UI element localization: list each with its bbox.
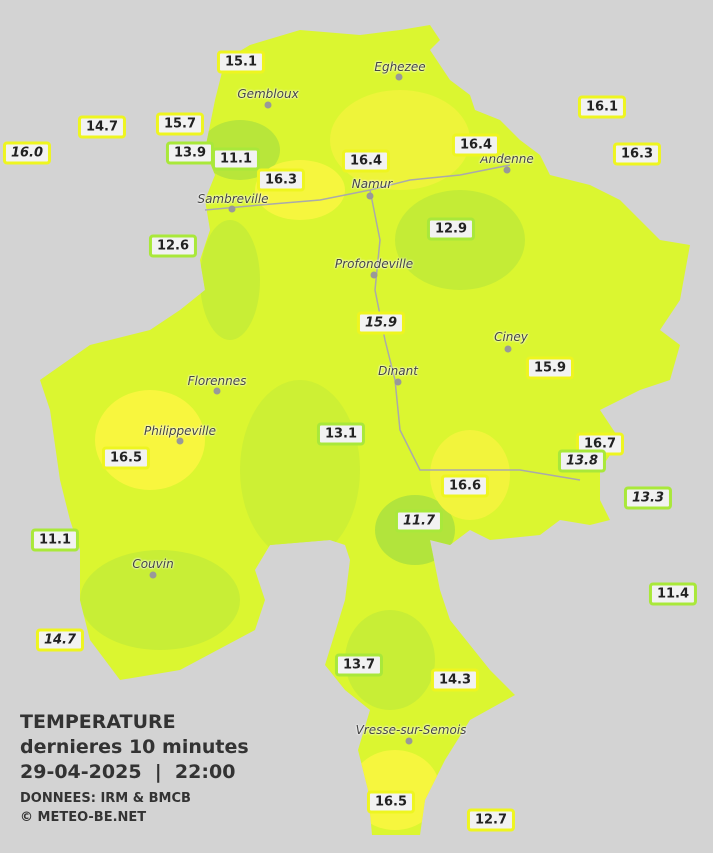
town-dot (264, 101, 272, 109)
town: Namur (351, 177, 393, 191)
station-reading: 13.3 (623, 486, 673, 510)
legend-title: TEMPERATURE (20, 711, 176, 733)
town-dot (504, 345, 512, 353)
station-reading: 16.0 (2, 141, 52, 165)
town: Dinant (378, 364, 418, 378)
station-reading: 11.4 (648, 582, 698, 606)
station-reading: 16.1 (577, 95, 627, 119)
station-reading: 15.9 (525, 356, 575, 380)
town: Philippeville (144, 424, 216, 438)
town-dot (228, 205, 236, 213)
town: Sambreville (197, 192, 269, 206)
station-reading: 16.6 (440, 474, 490, 498)
legend-datetime: 29-04-2025 | 22:00 (20, 761, 236, 783)
station-reading: 13.1 (316, 422, 366, 446)
town-dot (503, 166, 511, 174)
station-reading: 16.4 (451, 133, 501, 157)
station-reading: 12.9 (426, 217, 476, 241)
station-reading: 14.3 (430, 668, 480, 692)
station-reading: 11.1 (30, 528, 80, 552)
town-dot (366, 192, 374, 200)
town: Profondeville (334, 257, 414, 271)
station-reading: 13.9 (165, 141, 215, 165)
town: Vresse-sur-Semois (355, 723, 467, 737)
town-dot (405, 737, 413, 745)
station-reading: 12.7 (466, 808, 516, 832)
station-reading: 14.7 (35, 628, 85, 652)
station-reading: 13.8 (557, 449, 607, 473)
town-dot (395, 73, 403, 81)
town: Gembloux (237, 87, 299, 101)
legend-subtitle: dernieres 10 minutes (20, 736, 249, 758)
station-reading: 15.7 (155, 112, 205, 136)
station-reading: 11.7 (394, 509, 444, 533)
station-reading: 14.7 (77, 115, 127, 139)
legend-copyright: © METEO-BE.NET (20, 810, 147, 825)
town: Couvin (132, 557, 174, 571)
town-dot (394, 378, 402, 386)
town-dot (149, 571, 157, 579)
station-reading: 13.7 (334, 653, 384, 677)
legend-source: DONNEES: IRM & BMCB (20, 791, 191, 806)
town-dot (176, 437, 184, 445)
station-reading: 15.1 (216, 50, 266, 74)
town-dot (370, 271, 378, 279)
station-reading: 16.4 (341, 149, 391, 173)
station-reading: 11.1 (211, 147, 261, 171)
town: Ciney (494, 330, 528, 344)
station-reading: 16.3 (612, 142, 662, 166)
river (369, 189, 581, 481)
town: Eghezee (374, 60, 426, 74)
station-reading: 15.9 (356, 311, 406, 335)
station-reading: 16.5 (366, 790, 416, 814)
station-reading: 16.5 (101, 446, 151, 470)
station-reading: 12.6 (148, 234, 198, 258)
town: Florennes (187, 374, 247, 388)
town-dot (213, 387, 221, 395)
station-reading: 16.3 (256, 168, 306, 192)
